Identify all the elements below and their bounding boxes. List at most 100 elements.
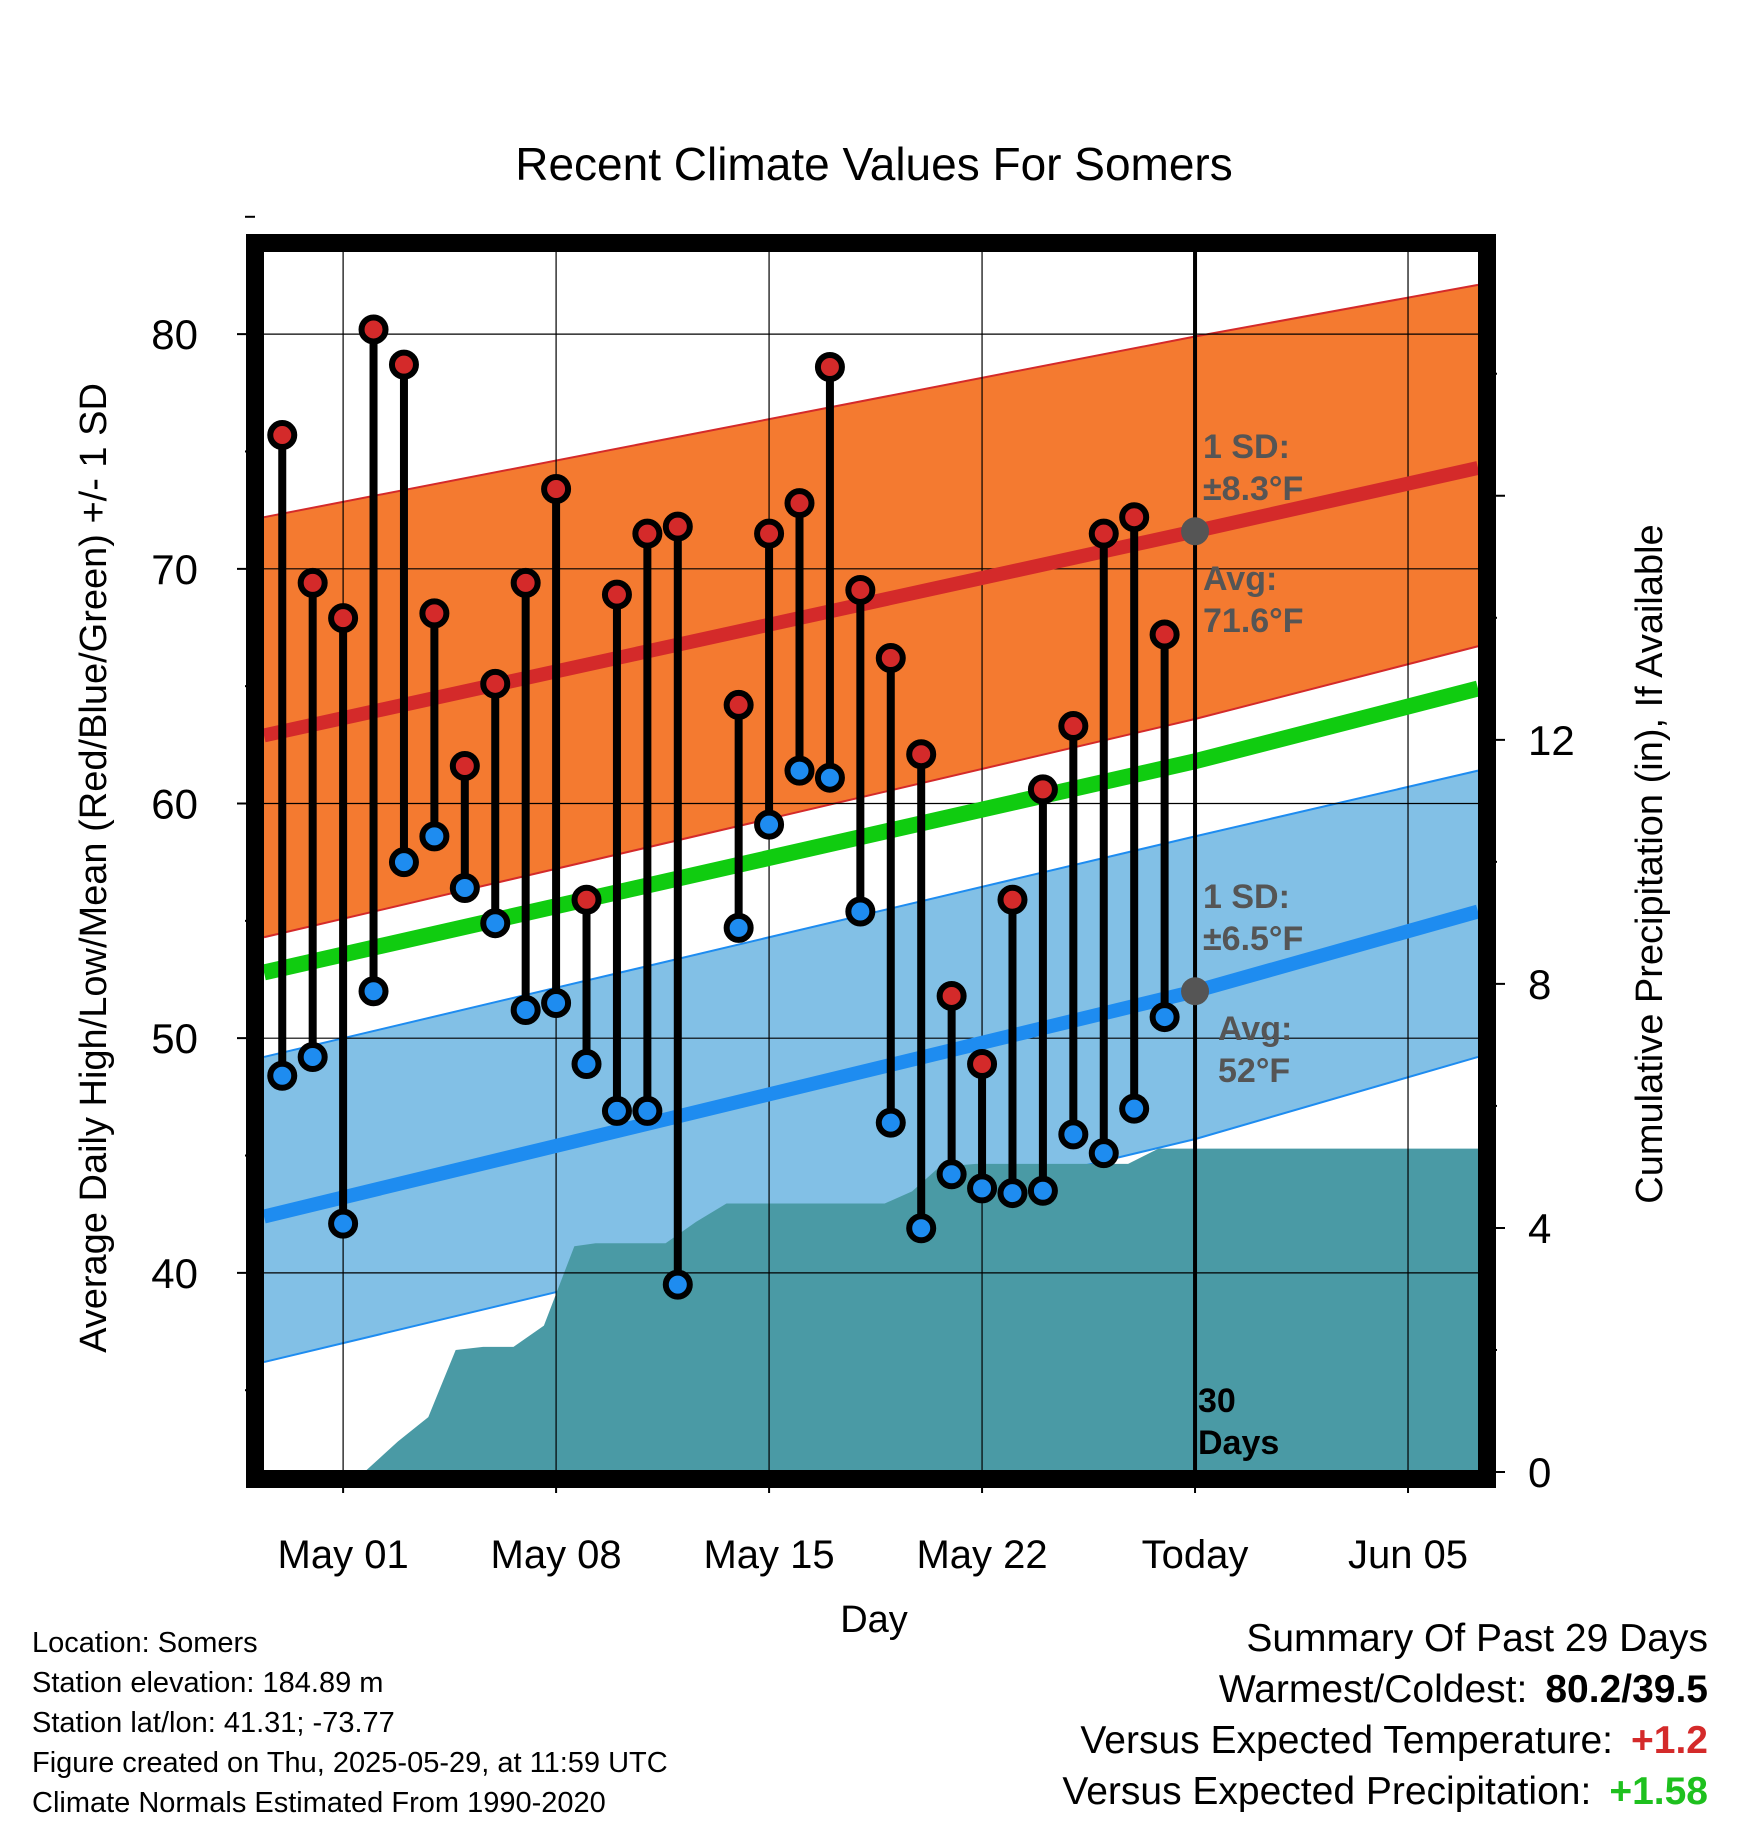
y-left-tick-label: 80: [151, 311, 198, 358]
daily-low-point: [997, 1178, 1028, 1209]
precip-label: Versus Expected Precipitation:: [1062, 1770, 1592, 1813]
high-sd-band: [264, 284, 1478, 938]
daily-high-point: [632, 518, 663, 549]
daily-low-point: [510, 995, 541, 1026]
summary-panel: Summary Of Past 29 Days Warmest/Coldest:…: [1062, 1613, 1708, 1817]
daily-high-point: [936, 980, 967, 1011]
daily-high-point: [1149, 619, 1180, 650]
daily-high-point: [845, 574, 876, 605]
daily-high-point: [328, 603, 359, 634]
daily-low-point: [541, 987, 572, 1018]
summary-title: Summary Of Past 29 Days: [1246, 1617, 1708, 1660]
today-high-avg-marker: [1181, 517, 1210, 546]
daily-high-point: [814, 351, 845, 382]
daily-high-point: [967, 1049, 998, 1079]
daily-low-point: [875, 1107, 906, 1138]
temp-value: +1.2: [1631, 1719, 1708, 1762]
summary-precip-row: Versus Expected Precipitation: +1.58: [1062, 1766, 1708, 1817]
latlon-text: Station lat/lon: 41.31; -73.77: [32, 1707, 395, 1739]
daily-low-point: [358, 976, 389, 1007]
daily-high-point: [662, 511, 693, 542]
daily-low-point: [1058, 1119, 1089, 1150]
daily-low-point: [449, 872, 480, 903]
chart-title: Recent Climate Values For Somers: [515, 138, 1233, 190]
daily-low-point: [967, 1173, 998, 1204]
y-right-tick-label: 8: [1528, 961, 1551, 1008]
daily-high-point: [571, 884, 602, 915]
high-avg-value: 71.6°F: [1203, 602, 1304, 640]
daily-low-point: [480, 908, 511, 939]
daily-low-point: [754, 809, 785, 840]
daily-high-point: [784, 488, 815, 519]
daily-low-point: [845, 896, 876, 927]
y-left-tick-label: 60: [151, 781, 198, 828]
x-tick-label: Jun 05: [1348, 1533, 1468, 1577]
low-avg-value: 52°F: [1218, 1052, 1290, 1090]
y-right-tick-label: 4: [1528, 1205, 1551, 1252]
y-right-tick-label: 12: [1528, 717, 1575, 764]
elevation-text: Station elevation: 184.89 m: [32, 1667, 384, 1699]
today-low-avg-marker: [1181, 977, 1210, 1006]
daily-high-point: [997, 884, 1028, 915]
daily-low-point: [571, 1049, 602, 1079]
daily-low-point: [662, 1269, 693, 1300]
daily-low-point: [814, 762, 845, 793]
warmest-label: Warmest/Coldest:: [1218, 1668, 1528, 1711]
low-avg-label: Avg:: [1218, 1010, 1292, 1048]
daily-high-point: [1088, 518, 1119, 549]
daily-high-point: [723, 689, 754, 720]
daily-high-point: [419, 598, 450, 629]
y-left-tick-label: 70: [151, 546, 198, 593]
x-axis-label: Day: [840, 1599, 908, 1641]
y-axis-label-right: Cumulative Precipitation (in), If Availa…: [1629, 524, 1671, 1203]
summary-temp-row: Versus Expected Temperature: +1.2: [1062, 1715, 1708, 1766]
y-right-tick-label: 0: [1528, 1449, 1551, 1496]
normals-text: Climate Normals Estimated From 1990-2020: [32, 1787, 606, 1819]
daily-low-point: [784, 755, 815, 786]
days-label-word: Days: [1198, 1424, 1279, 1462]
station-info: Location: Somers Station elevation: 184.…: [32, 1623, 668, 1823]
summary-warmest-row: Warmest/Coldest: 80.2/39.5: [1062, 1664, 1708, 1715]
low-sd-value: ±6.5°F: [1203, 920, 1303, 958]
y-left-tick-label: 40: [151, 1250, 198, 1297]
plot-area: 1 SD: ±8.3°F Avg: 71.6°F 1 SD: ±6.5°F Avg: 52°F…: [151, 215, 1575, 1577]
location-text: Location: Somers: [32, 1627, 258, 1659]
high-sd-label: 1 SD:: [1203, 428, 1290, 466]
x-tick-label: May 08: [491, 1533, 622, 1577]
daily-high-point: [601, 579, 632, 610]
daily-high-point: [875, 643, 906, 673]
daily-low-point: [906, 1213, 937, 1244]
daily-low-point: [1088, 1138, 1119, 1169]
daily-low-point: [1119, 1093, 1150, 1124]
daily-high-point: [388, 349, 419, 380]
daily-low-point: [936, 1159, 967, 1190]
created-text: Figure created on Thu, 2025-05-29, at 11…: [32, 1747, 668, 1779]
daily-low-point: [723, 912, 754, 943]
daily-low-point: [328, 1208, 359, 1239]
daily-high-point: [510, 567, 541, 598]
y-axis-label-left: Average Daily High/Low/Mean (Red/Blue/Gr…: [73, 383, 115, 1353]
daily-low-point: [1149, 1002, 1180, 1033]
daily-low-point: [419, 821, 450, 852]
low-sd-label: 1 SD:: [1203, 878, 1290, 916]
high-avg-label: Avg:: [1203, 560, 1277, 598]
warmest-value: 80.2/39.5: [1545, 1668, 1708, 1711]
daily-high-point: [1119, 502, 1150, 533]
daily-low-point: [388, 847, 419, 878]
precip-value: +1.58: [1609, 1770, 1708, 1813]
y-left-tick-label: 50: [151, 1015, 198, 1062]
x-tick-label: May 01: [278, 1533, 409, 1577]
x-tick-label: May 15: [703, 1533, 834, 1577]
daily-low-point: [632, 1095, 663, 1126]
daily-high-point: [541, 474, 572, 505]
daily-high-point: [1027, 774, 1058, 805]
daily-high-point: [1058, 711, 1089, 742]
x-tick-label: May 22: [916, 1533, 1047, 1577]
precip-area: [364, 1148, 1478, 1472]
daily-low-point: [601, 1095, 632, 1126]
days-label-number: 30: [1198, 1382, 1236, 1420]
daily-high-point: [906, 739, 937, 770]
x-tick-label: Today: [1142, 1533, 1249, 1577]
daily-high-point: [480, 668, 511, 699]
